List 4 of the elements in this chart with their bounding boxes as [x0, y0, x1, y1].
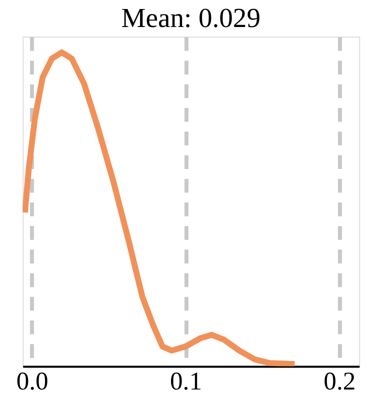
x-tick-label: 0.0: [16, 366, 48, 396]
x-tick-label: 0.1: [170, 366, 202, 396]
chart-title: Mean: 0.029: [121, 2, 260, 33]
x-tick-label: 0.2: [324, 366, 356, 396]
